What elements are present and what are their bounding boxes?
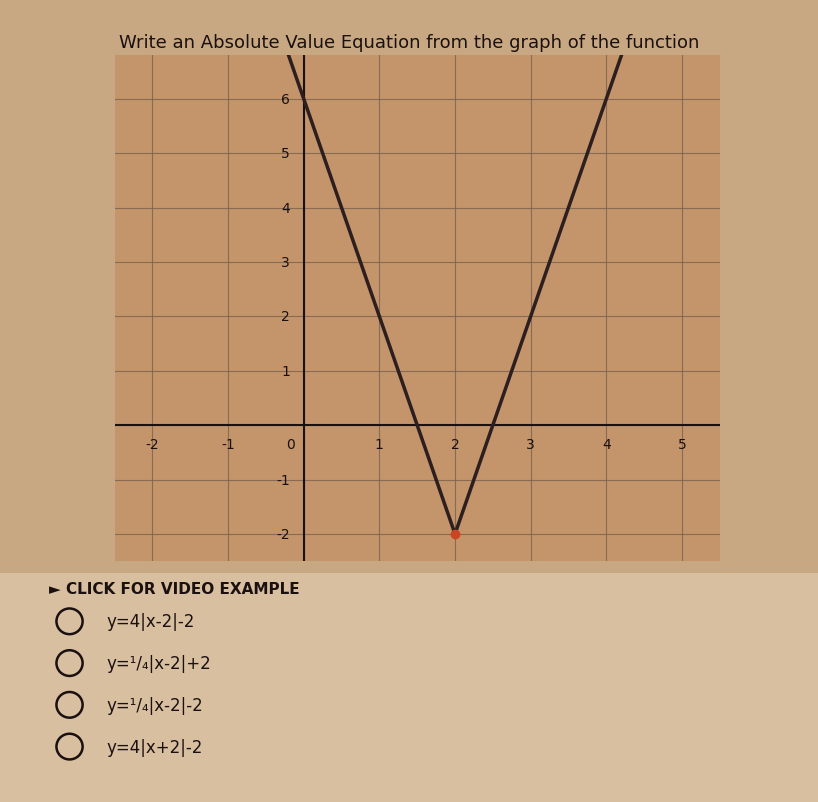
Text: 5: 5 xyxy=(677,438,686,452)
Text: -2: -2 xyxy=(146,438,160,452)
Text: y=4|x+2|-2: y=4|x+2|-2 xyxy=(106,738,203,755)
Text: 4: 4 xyxy=(281,201,290,215)
Text: 1: 1 xyxy=(281,364,290,379)
Text: y=¹/₄|x-2|-2: y=¹/₄|x-2|-2 xyxy=(106,696,203,714)
Text: 3: 3 xyxy=(281,256,290,269)
Text: 0: 0 xyxy=(285,438,294,452)
Text: y=4|x-2|-2: y=4|x-2|-2 xyxy=(106,613,195,630)
Text: Write an Absolute Value Equation from the graph of the function: Write an Absolute Value Equation from th… xyxy=(119,34,699,51)
Text: 1: 1 xyxy=(375,438,384,452)
Text: ► CLICK FOR VIDEO EXAMPLE: ► CLICK FOR VIDEO EXAMPLE xyxy=(49,581,299,597)
Text: 6: 6 xyxy=(281,92,290,107)
Text: 3: 3 xyxy=(526,438,535,452)
Text: 4: 4 xyxy=(602,438,611,452)
Text: 5: 5 xyxy=(281,147,290,161)
Text: 2: 2 xyxy=(281,310,290,324)
Text: -2: -2 xyxy=(276,527,290,541)
Text: -1: -1 xyxy=(276,473,290,487)
Text: y=¹/₄|x-2|+2: y=¹/₄|x-2|+2 xyxy=(106,654,211,672)
Text: -1: -1 xyxy=(221,438,235,452)
Text: 2: 2 xyxy=(451,438,460,452)
